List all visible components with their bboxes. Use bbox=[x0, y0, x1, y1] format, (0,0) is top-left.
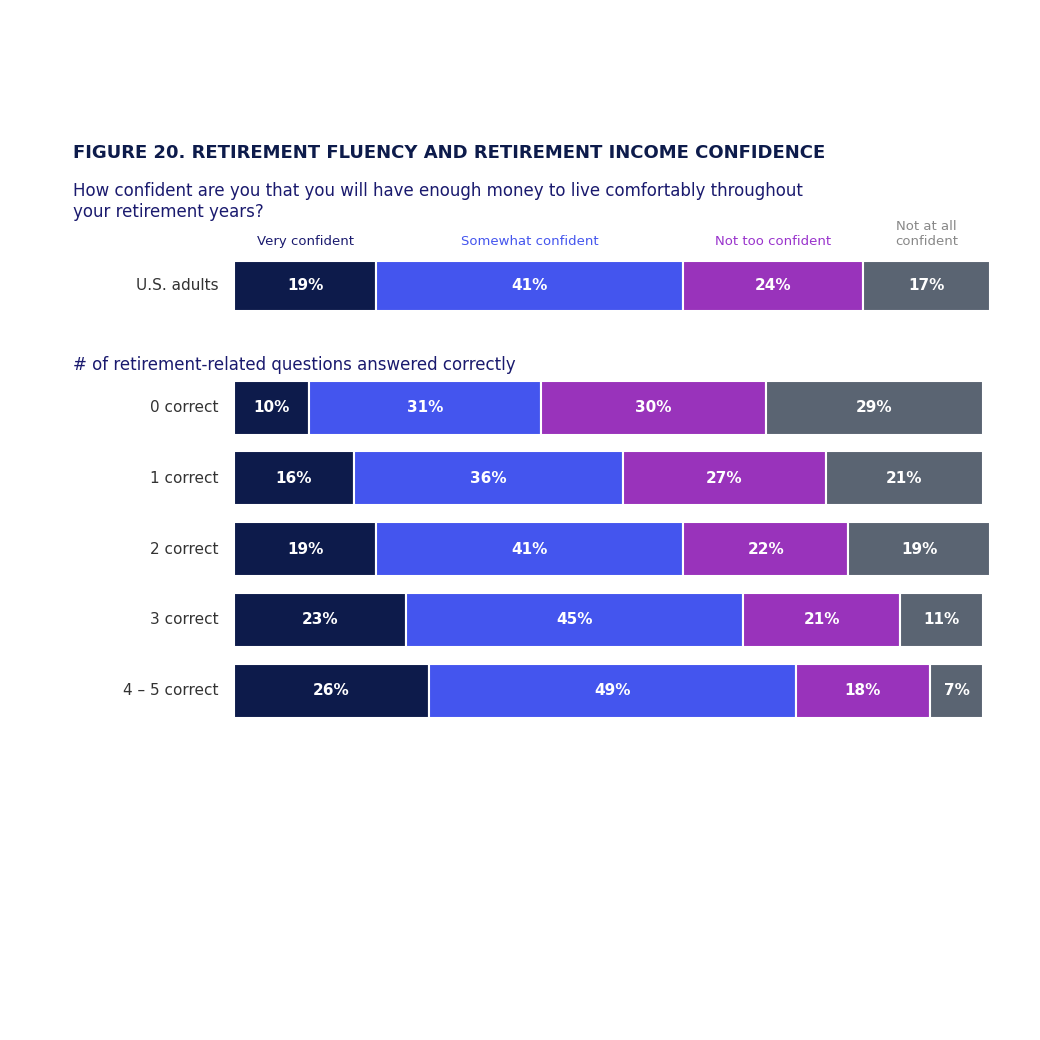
Text: 22%: 22% bbox=[748, 542, 784, 556]
Text: 36%: 36% bbox=[470, 471, 506, 486]
Text: How confident are you that you will have enough money to live comfortably throug: How confident are you that you will have… bbox=[73, 182, 803, 220]
Text: 21%: 21% bbox=[886, 471, 922, 486]
Text: 19%: 19% bbox=[901, 542, 937, 556]
Text: 0 correct: 0 correct bbox=[150, 400, 218, 415]
Text: Not too confident: Not too confident bbox=[716, 234, 831, 248]
Text: 49%: 49% bbox=[594, 683, 630, 698]
Text: 41%: 41% bbox=[512, 279, 548, 293]
Text: 24%: 24% bbox=[755, 279, 791, 293]
Text: 16%: 16% bbox=[276, 471, 312, 486]
Text: 19%: 19% bbox=[287, 279, 323, 293]
Text: 7%: 7% bbox=[943, 683, 969, 698]
Text: 18%: 18% bbox=[844, 683, 881, 698]
Text: 3 correct: 3 correct bbox=[150, 613, 218, 627]
Text: 1 correct: 1 correct bbox=[150, 471, 218, 486]
Text: 27%: 27% bbox=[706, 471, 743, 486]
Text: 45%: 45% bbox=[556, 613, 593, 627]
Text: 29%: 29% bbox=[856, 400, 892, 415]
Text: 17%: 17% bbox=[909, 279, 944, 293]
Text: Somewhat confident: Somewhat confident bbox=[461, 234, 599, 248]
Text: U.S. adults: U.S. adults bbox=[136, 279, 218, 293]
Text: 11%: 11% bbox=[924, 613, 960, 627]
Text: Not at all
confident: Not at all confident bbox=[895, 219, 958, 248]
Text: 23%: 23% bbox=[302, 613, 338, 627]
Text: 21%: 21% bbox=[804, 613, 840, 627]
Text: 26%: 26% bbox=[313, 683, 349, 698]
Text: 4 – 5 correct: 4 – 5 correct bbox=[123, 683, 218, 698]
Text: 31%: 31% bbox=[407, 400, 443, 415]
Text: 41%: 41% bbox=[512, 542, 548, 556]
Text: 10%: 10% bbox=[254, 400, 289, 415]
Text: # of retirement-related questions answered correctly: # of retirement-related questions answer… bbox=[73, 356, 516, 373]
Text: 19%: 19% bbox=[287, 542, 323, 556]
Text: 30%: 30% bbox=[635, 400, 672, 415]
Text: Very confident: Very confident bbox=[257, 234, 354, 248]
Text: FIGURE 20. RETIREMENT FLUENCY AND RETIREMENT INCOME CONFIDENCE: FIGURE 20. RETIREMENT FLUENCY AND RETIRE… bbox=[73, 144, 825, 161]
Text: 2 correct: 2 correct bbox=[150, 542, 218, 556]
